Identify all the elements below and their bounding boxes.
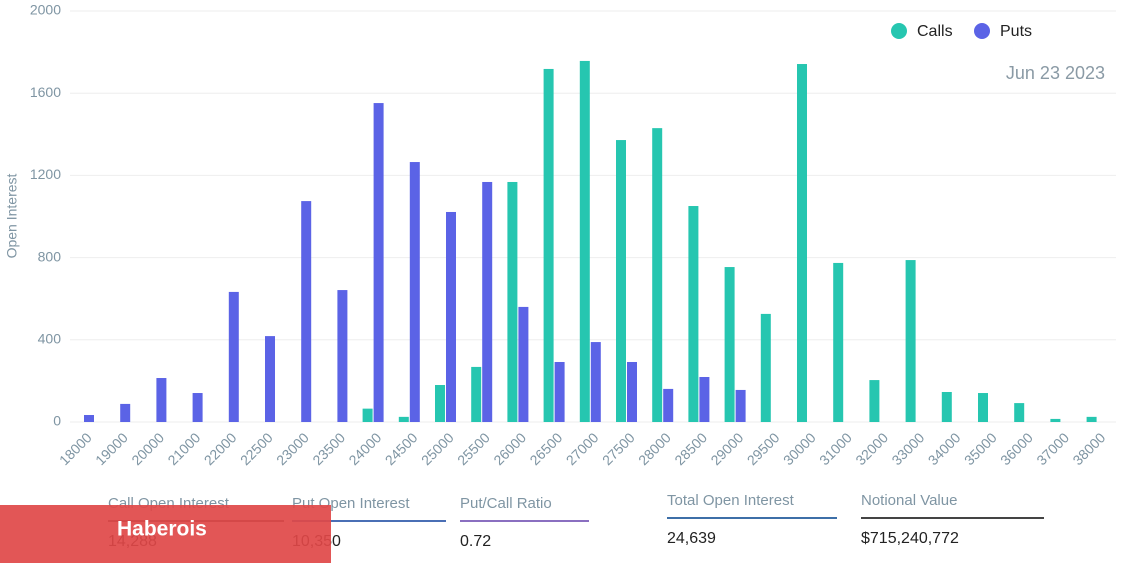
bar [435,385,445,422]
bar [373,103,384,423]
bar [265,336,275,422]
x-tick-label: 37000 [1033,429,1072,468]
banner [0,505,331,563]
bar [446,211,456,422]
bar [362,408,373,422]
bar [409,162,420,423]
bar [616,140,626,422]
bar [797,64,807,423]
y-tick-label: 400 [38,331,62,347]
banner-text: Haberois [117,518,207,541]
x-tick-label: 30000 [780,429,819,468]
x-tick-label: 26000 [490,429,529,468]
bar [1014,403,1025,422]
x-tick-label: 24000 [345,429,384,468]
x-tick-label: 29500 [744,429,783,468]
y-tick-label: 2000 [30,2,61,18]
x-tick-label: 36000 [997,429,1036,468]
bar [652,128,663,422]
bar [869,380,880,422]
x-tick-label: 21000 [164,429,203,468]
legend-marker [974,23,990,39]
bar [301,201,312,422]
x-tick-label: 26500 [526,429,565,468]
stat-label: Notional Value [861,492,957,509]
legend-marker [891,23,907,39]
stat-value: $715,240,772 [861,530,959,547]
x-tick-label: 32000 [852,429,891,468]
bar [1050,418,1061,422]
x-tick-label: 22000 [201,429,240,468]
x-tick-label: 34000 [925,429,964,468]
bar [398,416,409,422]
y-tick-label: 0 [53,413,61,429]
y-tick-label: 1200 [30,166,61,182]
bar [543,68,554,423]
y-tick-label: 800 [38,248,62,264]
bar [518,306,529,422]
bar [1086,416,1097,422]
x-tick-label: 33000 [888,429,927,468]
bar [482,181,493,422]
x-tick-label: 24500 [382,429,421,468]
bar [699,376,710,422]
date-annotation: Jun 23 2023 [1006,63,1105,83]
bar [120,403,131,422]
bar [833,262,844,422]
bar [663,388,674,422]
bar [192,393,203,422]
x-tick-label: 25500 [454,429,493,468]
x-tick-label: 20000 [128,429,167,468]
x-tick-label: 35000 [961,429,1000,468]
x-tick-label: 31000 [816,429,855,468]
x-tick-label: 28500 [671,429,710,468]
x-tick-label: 22500 [237,429,276,468]
bar [688,206,699,422]
bar [590,342,601,422]
bar [735,389,746,422]
legend-label: Calls [917,23,953,40]
bar [156,378,167,422]
bar [724,267,735,422]
x-tick-label: 23500 [309,429,348,468]
y-tick-label: 1600 [30,84,61,100]
stat-label: Total Open Interest [667,492,795,509]
y-axis-title: Open Interest [4,173,20,258]
bar [84,415,94,422]
bar [905,260,916,422]
bar [228,291,239,422]
bar [507,181,518,422]
x-tick-label: 28000 [635,429,674,468]
x-tick-label: 25000 [418,429,457,468]
stat-value: 0.72 [460,533,491,550]
bar [579,60,590,423]
stat-value: 24,639 [667,530,716,547]
bar [337,290,348,422]
stat-label: Put/Call Ratio [460,495,552,512]
bar [471,366,482,422]
x-tick-label: 27000 [563,429,602,468]
x-tick-label: 38000 [1069,429,1108,468]
bar [978,393,988,422]
legend-label: Puts [1000,23,1032,40]
x-tick-label: 18000 [56,429,95,468]
x-tick-label: 23000 [273,429,312,468]
bar [760,313,771,422]
bar [627,361,637,422]
bar [554,361,565,422]
x-tick-label: 27500 [599,429,638,468]
bar [941,391,952,422]
x-tick-label: 29000 [707,429,746,468]
x-tick-label: 19000 [92,429,131,468]
